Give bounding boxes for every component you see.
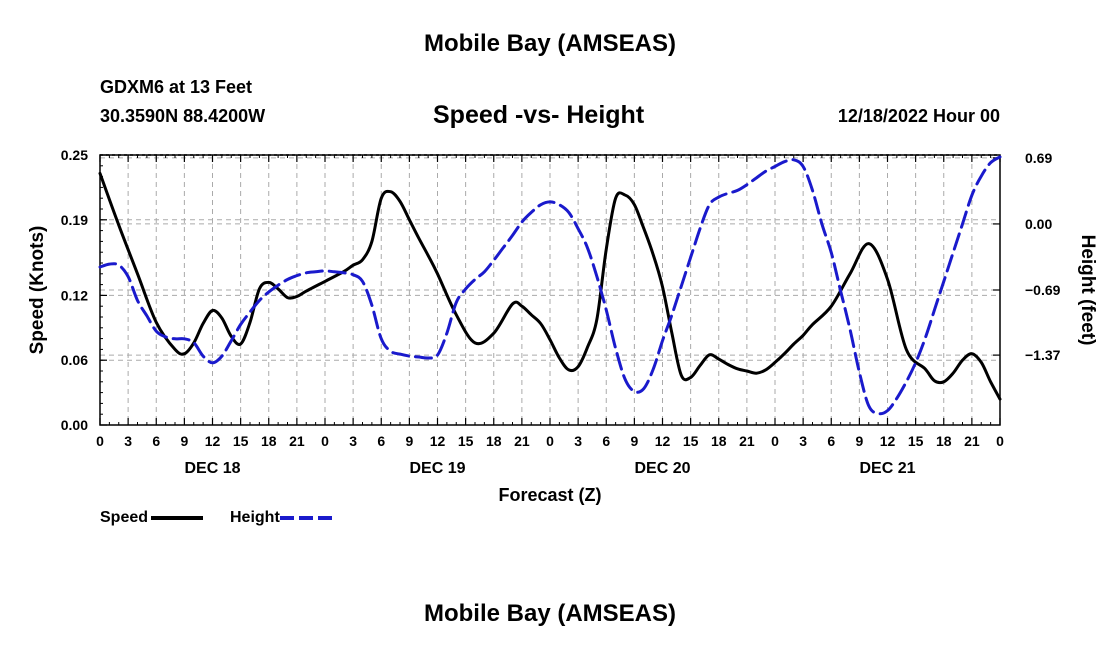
x-tick-label: 18	[486, 433, 502, 449]
x-tick-label: 15	[458, 433, 474, 449]
x-day-label: DEC 18	[184, 460, 240, 477]
forecast-datetime: 12/18/2022 Hour 00	[837, 106, 1000, 126]
x-tick-label: 9	[855, 433, 863, 449]
x-tick-label: 18	[936, 433, 952, 449]
x-tick-label: 21	[514, 433, 530, 449]
y2-tick-label: −1.37	[1025, 347, 1061, 363]
legend-speed-swatch	[151, 515, 204, 520]
x-tick-label: 18	[711, 433, 727, 449]
speed-series-line	[98, 171, 1002, 401]
x-day-label: DEC 19	[409, 460, 465, 477]
x-tick-label: 3	[124, 433, 132, 449]
legend-height: Height	[230, 509, 332, 527]
x-tick-label: 9	[405, 433, 413, 449]
x-tick-label: 0	[321, 433, 329, 449]
x-tick-label: 6	[152, 433, 160, 449]
x-tick-label: 6	[827, 433, 835, 449]
x-axis-label: Forecast (Z)	[498, 485, 601, 505]
x-tick-label: 12	[655, 433, 671, 449]
legend-height-label: Height	[230, 509, 280, 526]
y2-tick-label: 0.69	[1025, 150, 1052, 166]
legend-speed-label: Speed	[100, 509, 149, 526]
x-tick-label: 0	[546, 433, 554, 449]
x-tick-label: 0	[96, 433, 104, 449]
x-tick-label: 15	[683, 433, 699, 449]
station-label: GDXM6 at 13 Feet	[100, 77, 253, 97]
x-tick-label: 12	[430, 433, 446, 449]
x-tick-label: 9	[180, 433, 188, 449]
x-tick-label: 21	[964, 433, 980, 449]
chart-main-title: Mobile Bay (AMSEAS)	[423, 30, 677, 57]
y2-axis-label: Height (feet)	[1077, 235, 1098, 346]
x-tick-label: 15	[908, 433, 924, 449]
legend-height-swatch	[279, 515, 332, 520]
x-tick-label: 21	[289, 433, 305, 449]
y-axis-label: Speed (Knots)	[27, 226, 48, 355]
y-tick-label: 0.06	[61, 352, 88, 368]
x-tick-label: 18	[261, 433, 277, 449]
legend-speed: Speed	[100, 509, 204, 527]
x-day-label: DEC 21	[859, 460, 915, 477]
x-tick-label: 6	[602, 433, 610, 449]
x-tick-label: 15	[233, 433, 249, 449]
y2-tick-label: 0.00	[1025, 216, 1052, 232]
footer-title: Mobile Bay (AMSEAS)	[423, 600, 677, 627]
coordinates-label: 30.3590N 88.4200W	[100, 106, 266, 126]
y-tick-label: 0.00	[61, 417, 88, 433]
x-tick-label: 12	[205, 433, 221, 449]
x-tick-label: 21	[739, 433, 755, 449]
x-day-label: DEC 20	[634, 460, 690, 477]
y-tick-label: 0.12	[61, 287, 88, 303]
x-tick-label: 0	[771, 433, 779, 449]
chart-subtitle: Speed -vs- Height	[433, 101, 645, 129]
x-tick-label: 9	[630, 433, 638, 449]
y2-tick-label: −0.69	[1025, 282, 1061, 298]
x-tick-label: 12	[880, 433, 896, 449]
x-tick-label: 6	[377, 433, 385, 449]
x-tick-label: 3	[349, 433, 357, 449]
x-tick-label: 3	[799, 433, 807, 449]
x-tick-label: 3	[574, 433, 582, 449]
y-tick-label: 0.19	[61, 212, 88, 228]
y-tick-label: 0.25	[61, 147, 88, 163]
height-series-line	[98, 155, 1002, 416]
x-tick-label: 0	[996, 433, 1004, 449]
